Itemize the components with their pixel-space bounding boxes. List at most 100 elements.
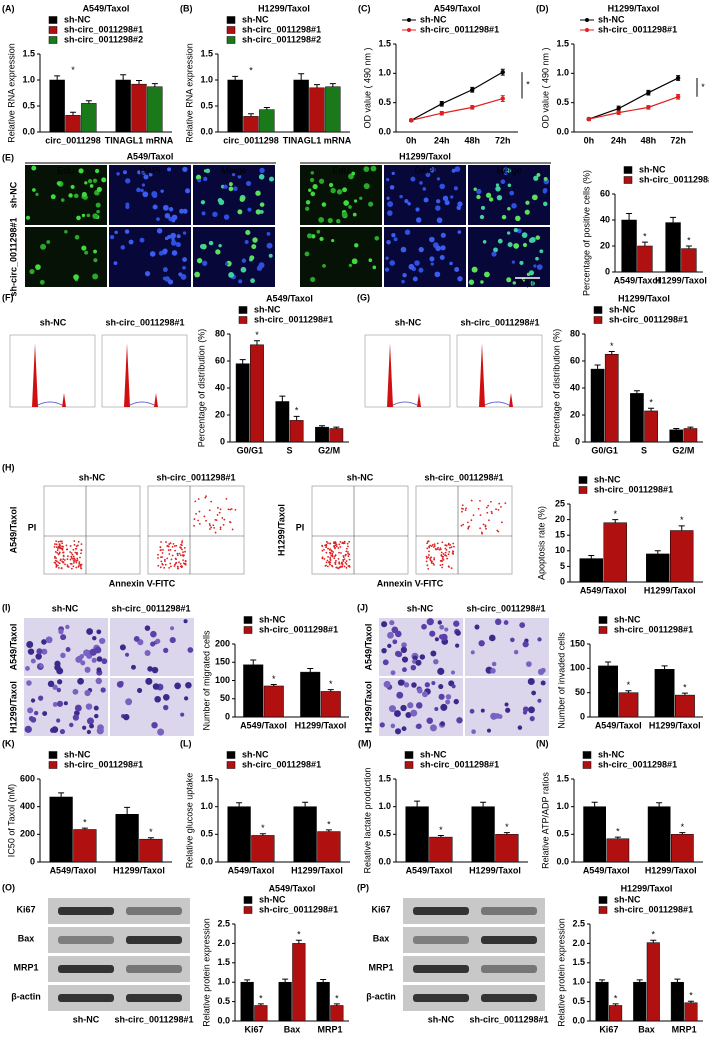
row-label: H1299/Taxol xyxy=(276,504,286,556)
event xyxy=(67,566,70,568)
legend-swatch xyxy=(582,761,592,769)
cell xyxy=(92,635,97,641)
cell xyxy=(391,171,395,176)
event xyxy=(340,565,343,568)
event xyxy=(321,549,324,552)
event xyxy=(332,551,335,553)
cell xyxy=(440,633,448,641)
event xyxy=(500,505,502,508)
legend-swatch xyxy=(404,751,414,759)
event xyxy=(61,542,64,545)
cell xyxy=(445,699,451,705)
y-tick-label: 100 xyxy=(570,663,585,673)
cell xyxy=(525,200,530,205)
cell xyxy=(497,714,503,719)
cell xyxy=(241,258,247,263)
y-tick-label: 15 xyxy=(555,530,565,540)
bar xyxy=(316,981,330,1022)
line xyxy=(411,97,503,121)
cell xyxy=(228,271,235,278)
event xyxy=(337,558,340,560)
event xyxy=(195,513,197,515)
y-tick-label: 400 xyxy=(20,801,35,811)
event xyxy=(452,542,455,545)
cell xyxy=(59,728,66,735)
error-bar xyxy=(591,801,598,807)
cell xyxy=(348,205,352,209)
y-axis-label: Number of migrated cells xyxy=(201,630,211,731)
legend-label: sh-NC xyxy=(242,14,269,24)
band xyxy=(481,936,537,944)
histogram-frame xyxy=(9,334,96,408)
cell xyxy=(504,702,509,707)
column-label: sh-circ_0011298#1 xyxy=(114,1014,193,1024)
y-tick-label: 150 xyxy=(215,657,230,667)
panel-label: (L) xyxy=(180,738,192,748)
event xyxy=(334,544,337,547)
event xyxy=(62,551,64,554)
cell xyxy=(436,177,441,181)
cell xyxy=(411,682,417,688)
micrograph xyxy=(384,165,466,225)
column-label: EdU xyxy=(57,165,75,175)
cell xyxy=(167,167,172,172)
cell xyxy=(218,199,225,206)
event xyxy=(425,555,428,558)
x-tick-label: S xyxy=(286,445,292,455)
event xyxy=(166,557,169,560)
y-tick-label: 1.0 xyxy=(556,801,569,811)
event xyxy=(176,554,179,557)
error-bar xyxy=(625,690,632,693)
event xyxy=(57,547,59,550)
bar xyxy=(647,806,671,863)
error-bar xyxy=(661,665,668,670)
event xyxy=(183,554,185,557)
y-tick-label: 0.0 xyxy=(572,1015,585,1025)
cell xyxy=(343,200,349,206)
event xyxy=(176,565,179,568)
cell xyxy=(422,187,427,191)
bar xyxy=(251,835,275,863)
cell xyxy=(92,213,99,219)
event xyxy=(439,547,442,550)
cell xyxy=(94,646,102,654)
event xyxy=(442,555,445,558)
bar xyxy=(621,219,637,273)
event xyxy=(160,556,162,559)
cell xyxy=(445,694,452,700)
cell xyxy=(451,168,456,173)
legend-label: sh-circ_0011298#1 xyxy=(614,904,693,914)
cell xyxy=(407,702,414,709)
event xyxy=(231,528,234,531)
cell xyxy=(77,677,84,685)
x-tick-label: 72h xyxy=(670,135,686,145)
cell xyxy=(170,240,177,246)
event xyxy=(335,559,337,562)
cell xyxy=(255,209,261,215)
cell xyxy=(352,212,357,217)
cell xyxy=(529,236,536,243)
cell xyxy=(268,253,273,258)
error-bar xyxy=(136,80,142,85)
column-label: sh-NC xyxy=(428,1014,455,1024)
cell xyxy=(389,185,395,190)
event xyxy=(61,548,64,551)
band xyxy=(413,936,469,944)
event xyxy=(80,566,82,569)
event xyxy=(426,564,429,567)
event xyxy=(168,543,171,545)
cell xyxy=(176,234,181,239)
x-tick-label: A549/Taxol xyxy=(50,865,97,875)
cell xyxy=(79,654,85,659)
legend-marker xyxy=(585,18,589,22)
x-tick-label: H1299/Taxol xyxy=(469,865,521,875)
event xyxy=(481,532,483,535)
significance-star: * xyxy=(295,406,299,416)
event xyxy=(347,565,350,567)
point xyxy=(470,105,475,110)
cell xyxy=(25,666,30,671)
cell xyxy=(453,698,459,705)
micrograph xyxy=(465,678,549,736)
cell xyxy=(396,691,404,699)
histogram-s xyxy=(37,401,63,406)
